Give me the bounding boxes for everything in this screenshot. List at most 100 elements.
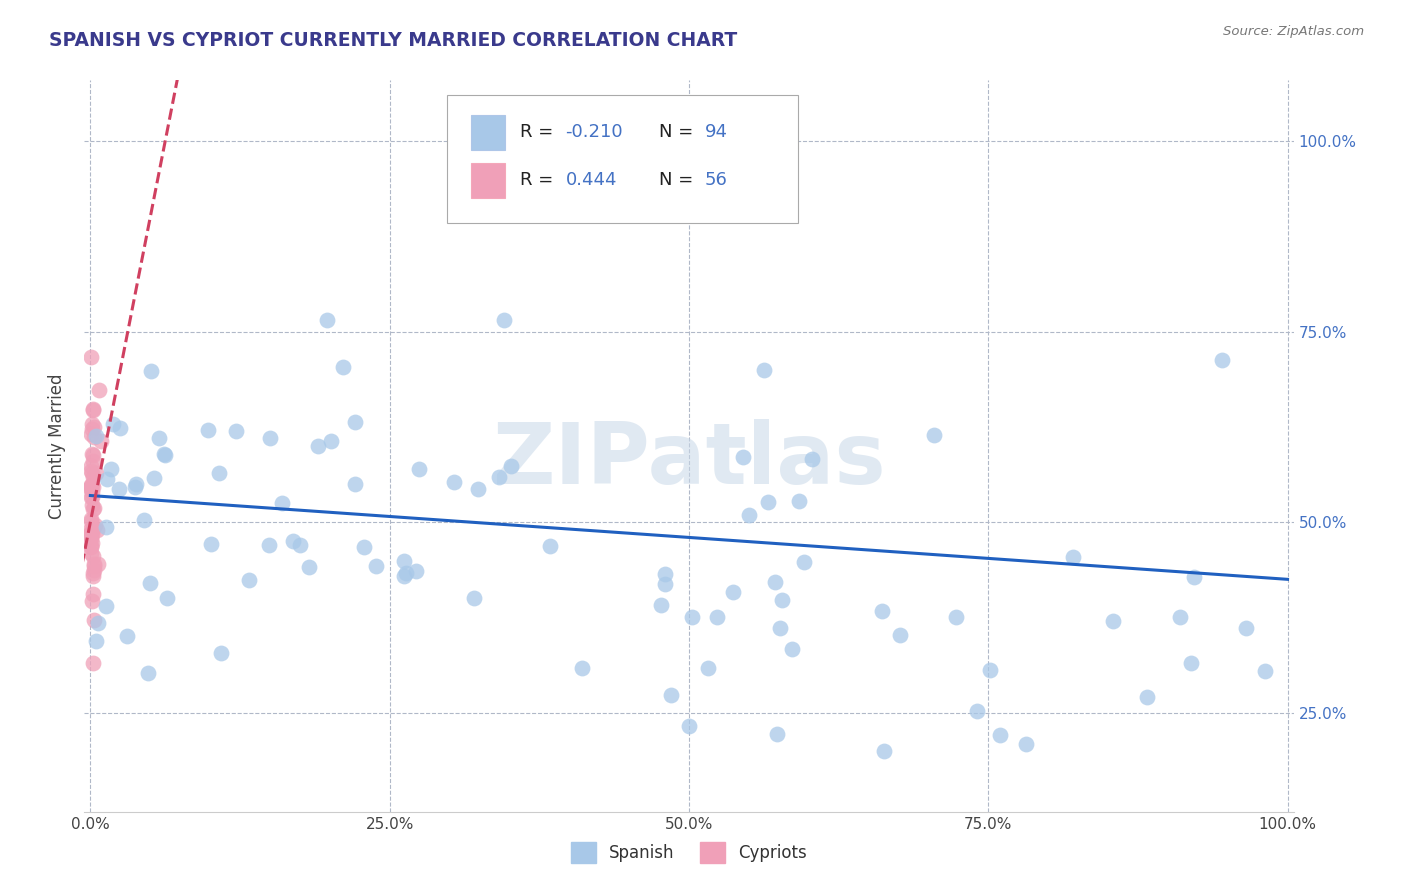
Point	[678, 718, 700, 732]
Point	[488, 470, 510, 484]
Point	[1182, 570, 1205, 584]
Point	[1168, 610, 1191, 624]
Point	[463, 591, 485, 605]
Point	[87, 557, 110, 571]
Point	[752, 362, 775, 376]
Point	[139, 575, 162, 590]
Point	[79, 427, 101, 442]
Point	[90, 434, 112, 449]
Point	[80, 490, 103, 504]
Point	[259, 431, 281, 445]
Point	[395, 566, 418, 580]
Text: ZIPatlas: ZIPatlas	[492, 419, 886, 502]
Point	[408, 461, 430, 475]
Point	[80, 593, 103, 607]
Point	[82, 470, 104, 484]
Point	[654, 567, 676, 582]
Point	[1014, 737, 1036, 751]
Point	[499, 458, 522, 473]
Point	[353, 540, 375, 554]
Point	[82, 453, 104, 467]
Point	[82, 566, 104, 581]
Legend: Spanish, Cypriots: Spanish, Cypriots	[564, 836, 814, 869]
Point	[80, 479, 103, 493]
Point	[80, 477, 103, 491]
Point	[155, 449, 177, 463]
Point	[125, 477, 148, 491]
Point	[80, 536, 103, 550]
Point	[83, 564, 105, 578]
Point	[82, 417, 104, 431]
Point	[79, 477, 101, 491]
Text: Source: ZipAtlas.com: Source: ZipAtlas.com	[1223, 25, 1364, 38]
Point	[80, 464, 103, 478]
Point	[80, 525, 103, 540]
Point	[780, 641, 803, 656]
Text: 56: 56	[704, 171, 727, 189]
Point	[405, 564, 427, 578]
Point	[86, 523, 108, 537]
Point	[343, 476, 366, 491]
Point	[1234, 621, 1257, 635]
Point	[209, 646, 232, 660]
Point	[101, 417, 124, 432]
Point	[1254, 664, 1277, 678]
Point	[197, 423, 219, 437]
Point	[492, 313, 515, 327]
Point	[82, 549, 104, 564]
Point	[571, 661, 593, 675]
Point	[681, 610, 703, 624]
Point	[706, 610, 728, 624]
Point	[319, 434, 342, 448]
Point	[83, 558, 105, 573]
Point	[538, 539, 561, 553]
Point	[366, 558, 388, 573]
Point	[288, 538, 311, 552]
Point	[82, 422, 104, 436]
Text: R =: R =	[520, 171, 558, 189]
Point	[108, 483, 131, 497]
Point	[82, 484, 104, 499]
Point	[873, 744, 896, 758]
Point	[200, 537, 222, 551]
Point	[84, 466, 107, 480]
Point	[800, 452, 823, 467]
Point	[79, 523, 101, 537]
Point	[787, 494, 810, 508]
Y-axis label: Currently Married: Currently Married	[48, 373, 66, 519]
Point	[650, 598, 672, 612]
Point	[467, 483, 489, 497]
Point	[392, 554, 415, 568]
Point	[257, 538, 280, 552]
Text: 94: 94	[704, 123, 728, 141]
Point	[79, 514, 101, 528]
Point	[307, 439, 329, 453]
Point	[82, 447, 104, 461]
Point	[654, 577, 676, 591]
Point	[80, 458, 103, 473]
Point	[988, 728, 1011, 742]
Point	[659, 688, 682, 702]
Point	[124, 480, 146, 494]
FancyBboxPatch shape	[447, 95, 797, 223]
Point	[83, 517, 105, 532]
Point	[1136, 690, 1159, 704]
Point	[82, 401, 104, 416]
Point	[83, 501, 105, 516]
Point	[208, 466, 231, 480]
Point	[766, 727, 789, 741]
Point	[84, 633, 107, 648]
Point	[132, 513, 155, 527]
Point	[768, 621, 790, 635]
Point	[82, 467, 104, 481]
Point	[94, 519, 117, 533]
Point	[82, 656, 104, 670]
Point	[80, 526, 103, 541]
Point	[283, 533, 305, 548]
Point	[945, 610, 967, 624]
Point	[148, 431, 170, 445]
Point	[316, 313, 339, 327]
Text: -0.210: -0.210	[565, 123, 623, 141]
Point	[889, 628, 911, 642]
Point	[82, 403, 104, 417]
